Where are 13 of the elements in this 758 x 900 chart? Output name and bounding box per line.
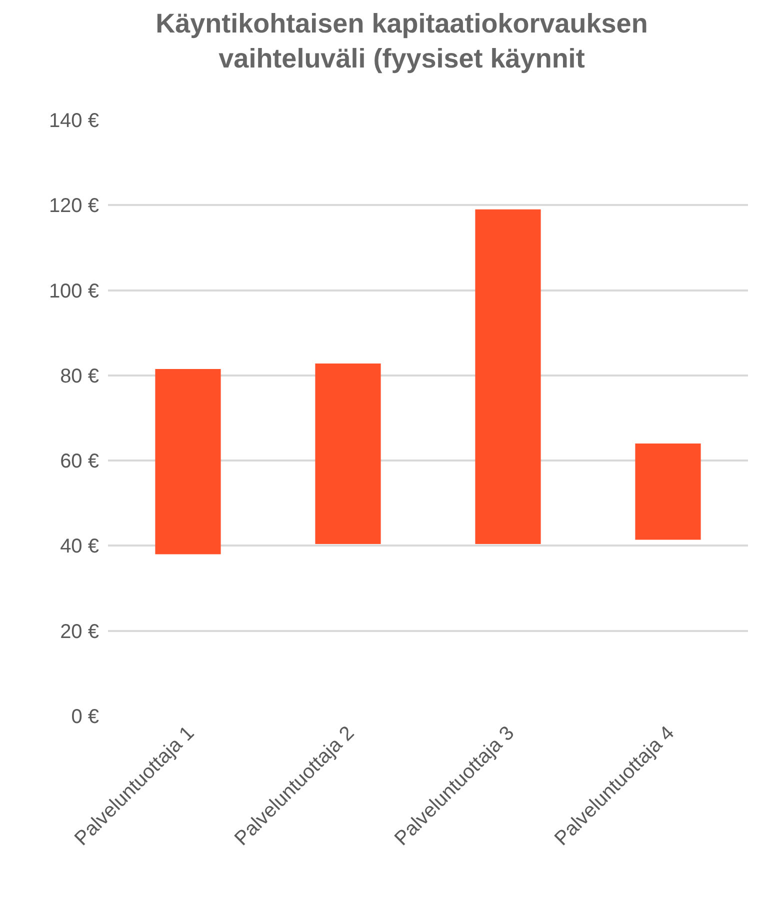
- bar: [315, 364, 381, 544]
- bar: [635, 444, 701, 540]
- y-tick-label: 120 €: [48, 195, 99, 218]
- bar: [475, 209, 541, 544]
- y-tick-label: 100 €: [48, 280, 99, 302]
- bar: [155, 369, 221, 554]
- y-tick-label: 40 €: [60, 536, 99, 558]
- y-tick-label: 80 €: [60, 365, 99, 388]
- y-tick-label: 60 €: [60, 450, 99, 473]
- y-tick-label: 140 €: [48, 110, 99, 132]
- y-tick-label: 0 €: [71, 706, 99, 728]
- chart-title: Käyntikohtaisen kapitaatiokorvauksen vaihteluväli (fyysiset käynnit: [156, 8, 648, 74]
- y-tick-label: 20 €: [60, 620, 99, 643]
